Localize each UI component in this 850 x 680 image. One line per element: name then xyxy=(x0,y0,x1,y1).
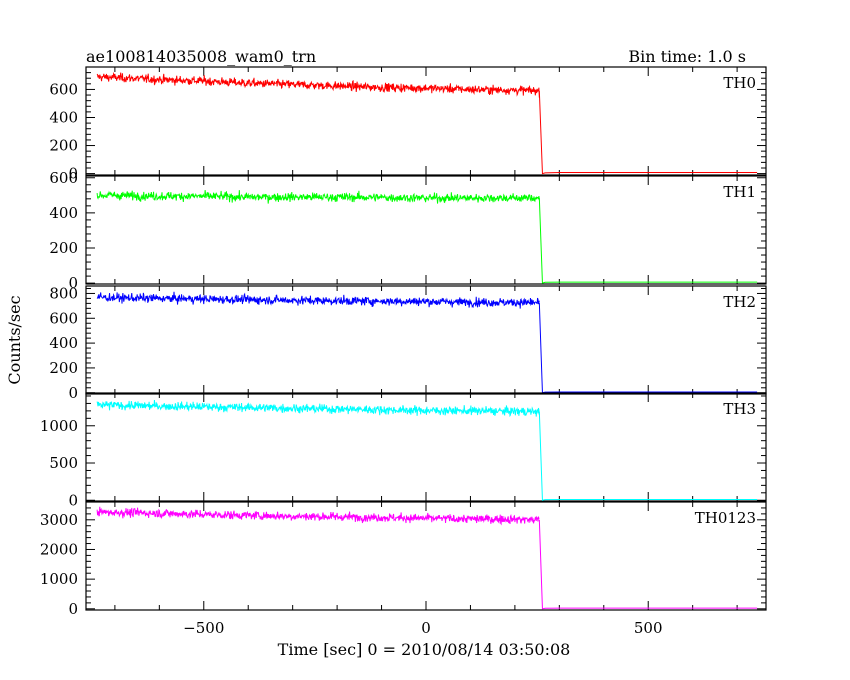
y-tick-label: 200 xyxy=(49,239,78,257)
y-tick-label: 400 xyxy=(49,334,78,352)
y-tick-label: 600 xyxy=(49,80,78,98)
y-tick-label: 0 xyxy=(68,600,78,618)
trace-after-th0 xyxy=(538,90,758,175)
y-tick-label: 1000 xyxy=(40,417,78,435)
x-tick-label: 500 xyxy=(634,619,663,637)
y-tick-label: 0 xyxy=(68,165,78,183)
trace-after-th3 xyxy=(538,411,758,501)
panel-label-th2: TH2 xyxy=(723,293,756,311)
trace-before-th2 xyxy=(96,291,540,309)
trace-after-th1 xyxy=(538,197,758,284)
y-tick-label: 600 xyxy=(49,169,78,187)
panel-label-th3: TH3 xyxy=(723,400,756,418)
y-tick-label: 400 xyxy=(49,108,78,126)
panel-label-th0: TH0 xyxy=(723,74,756,92)
y-tick-label: 200 xyxy=(49,137,78,155)
y-tick-label: 3000 xyxy=(40,511,78,529)
panels-group: 0 200 400 600 TH0 0 200 400 600 TH1 0 200 400 600 800 T… xyxy=(40,66,767,637)
panel-th2: 0 200 400 600 800 TH2 xyxy=(49,284,767,402)
trace-after-th0123 xyxy=(538,519,758,610)
trace-before-th0 xyxy=(96,71,540,98)
y-tick-label: 800 xyxy=(49,284,78,302)
x-tick-label: 0 xyxy=(421,619,431,637)
y-tick-label: 200 xyxy=(49,359,78,377)
y-tick-label: 500 xyxy=(49,454,78,472)
panel-label-th1: TH1 xyxy=(723,183,756,201)
trace-before-th0123 xyxy=(96,506,540,526)
x-axis-label: Time [sec] 0 = 2010/08/14 03:50:08 xyxy=(278,640,571,659)
y-tick-label: 1000 xyxy=(40,570,78,588)
panel-th3: 0 500 1000 TH3 xyxy=(40,392,767,509)
y-tick-label: 0 xyxy=(68,274,78,292)
chart-title: ae100814035008_wam0_trn xyxy=(86,47,316,66)
x-tick-label: −500 xyxy=(183,619,224,637)
trace-after-th2 xyxy=(538,302,758,394)
y-axis-label: Counts/sec xyxy=(5,295,24,384)
panel-frame xyxy=(85,175,767,285)
y-tick-label: 400 xyxy=(49,204,78,222)
y-tick-label: 0 xyxy=(68,384,78,402)
y-tick-label: 2000 xyxy=(40,540,78,558)
trace-before-th1 xyxy=(96,190,540,204)
y-tick-label: 600 xyxy=(49,309,78,327)
y-tick-label: 0 xyxy=(68,491,78,509)
panel-label-th0123: TH0123 xyxy=(695,509,756,527)
panel-th0123: 0 1000 2000 3000 TH0123 xyxy=(40,501,767,618)
panel-th1: 0 200 400 600 TH1 xyxy=(49,169,767,292)
panel-th0: 0 200 400 600 TH0 xyxy=(49,66,767,183)
chart-subtitle: Bin time: 1.0 s xyxy=(628,47,746,66)
trace-before-th3 xyxy=(96,400,540,418)
